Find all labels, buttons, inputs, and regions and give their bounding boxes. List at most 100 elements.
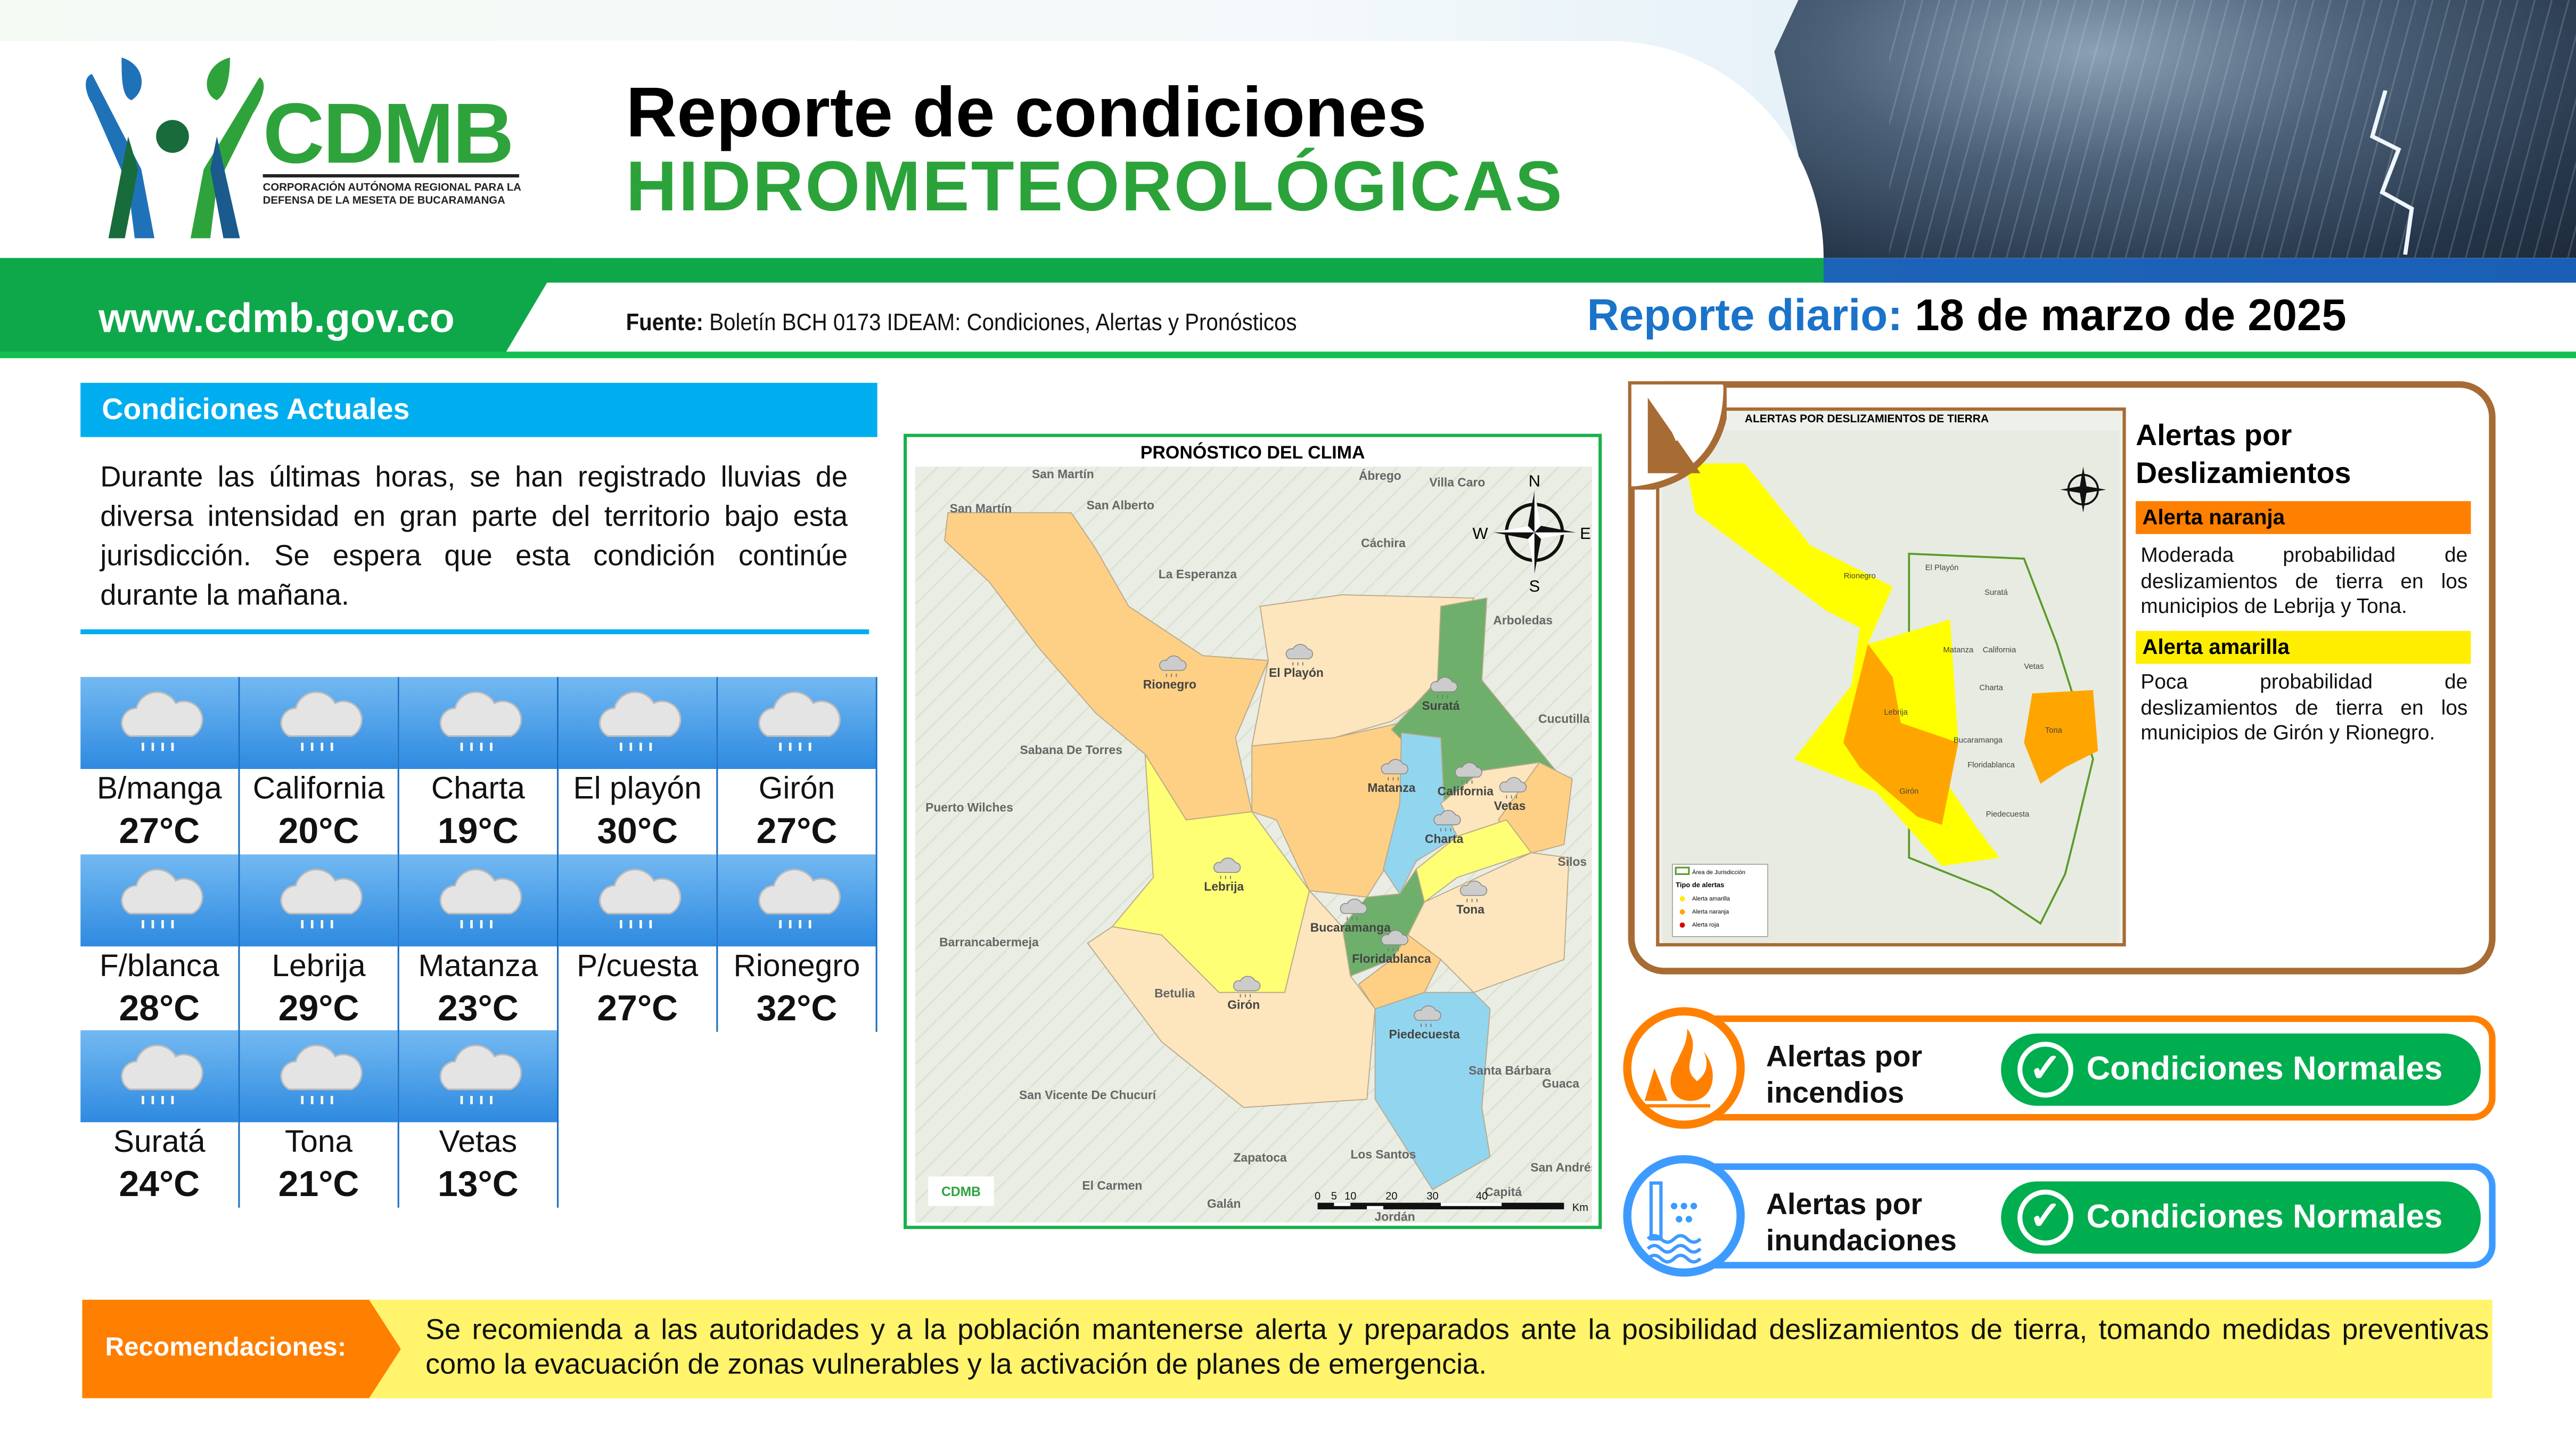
weather-temp: 21°C xyxy=(278,1163,359,1205)
legend-red: Alerta roja xyxy=(1692,922,1719,928)
municipality-label: Girón xyxy=(1227,997,1260,1011)
compass-s: S xyxy=(1529,577,1540,595)
region-central xyxy=(1251,721,1417,898)
weather-city: F/blanca xyxy=(99,949,219,985)
place-label: El Carmen xyxy=(1082,1178,1142,1192)
weather-cell: Tona 21°C xyxy=(240,1030,399,1208)
weather-temp: 28°C xyxy=(119,987,200,1029)
place-label: San Andrés xyxy=(1530,1160,1591,1174)
place-label: Sabana De Torres xyxy=(1020,743,1122,757)
weather-temp: 27°C xyxy=(119,810,200,852)
place-label: Santa Bárbara xyxy=(1469,1063,1551,1077)
rain-cloud-icon xyxy=(1414,1005,1441,1027)
municipality-label: El Playón xyxy=(1269,666,1324,680)
rain-cloud-icon xyxy=(1340,898,1367,920)
compass-e: E xyxy=(1580,524,1591,543)
ls-municipality-label: Floridablanca xyxy=(1967,761,2015,769)
municipality-label: Floridablanca xyxy=(1352,952,1431,965)
ls-municipality-label: Rionegro xyxy=(1844,572,1876,580)
rain-cloud-icon xyxy=(399,854,557,947)
place-label: Cáchira xyxy=(1361,536,1406,550)
legend-title: Tipo de alertas xyxy=(1676,881,1724,889)
rain-cloud-icon xyxy=(80,854,239,947)
municipality-label: California xyxy=(1438,784,1494,798)
rain-cloud-icon xyxy=(1499,777,1527,799)
alert-yellow-label: Alerta amarilla xyxy=(2136,631,2471,664)
rain-cloud-icon xyxy=(1233,976,1261,997)
scale-tick: 0 xyxy=(1315,1190,1320,1202)
weather-temp: 19°C xyxy=(438,810,519,852)
forecast-map: PRONÓSTICO DEL CLIMA Rionegr xyxy=(904,433,1602,1229)
legend-yellow: Alerta amarilla xyxy=(1692,896,1730,902)
weather-cell: El playón 30°C xyxy=(559,677,718,855)
forest-fire-icon xyxy=(1644,1028,1713,1108)
place-label: Barrancabermeja xyxy=(939,935,1039,949)
report-date: 18 de marzo de 2025 xyxy=(1915,291,2347,340)
map-logo: CDMB xyxy=(928,1176,994,1206)
weather-cell: Lebrija 29°C xyxy=(240,854,399,1032)
rain-overlay xyxy=(1889,0,2576,258)
weather-temp: 29°C xyxy=(278,987,359,1029)
rain-cloud-icon xyxy=(1455,762,1482,784)
weather-cell: P/cuesta 27°C xyxy=(559,854,718,1032)
weather-cell: Girón 27°C xyxy=(718,677,877,855)
municipality-label: Lebrija xyxy=(1204,879,1244,893)
rain-cloud-icon xyxy=(1159,655,1187,677)
website-banner xyxy=(0,258,547,357)
place-label: Guaca xyxy=(1542,1077,1579,1091)
conditions-divider xyxy=(80,629,869,635)
place-label: Los Santos xyxy=(1350,1147,1416,1161)
rain-cloud-icon xyxy=(399,1030,557,1123)
rain-cloud-icon xyxy=(1381,759,1409,781)
municipality-label: Rionegro xyxy=(1143,677,1196,691)
weather-cell: California 20°C xyxy=(240,677,399,855)
weather-city: Rionegro xyxy=(733,949,860,985)
weather-cell: F/blanca 28°C xyxy=(80,854,240,1032)
scale-tick: 30 xyxy=(1426,1190,1438,1202)
place-label: La Esperanza xyxy=(1159,567,1237,581)
rain-cloud-icon xyxy=(1381,930,1409,952)
ls-municipality-label: Girón xyxy=(1899,787,1918,796)
ls-municipality-label: California xyxy=(1983,646,2016,654)
ls-legend: Área de Jurisdicción Tipo de alertas Ale… xyxy=(1672,864,1768,937)
svg-text:CDMB: CDMB xyxy=(941,1185,981,1199)
scale-unit: Km xyxy=(1572,1202,1588,1214)
check-icon: ✓ xyxy=(2017,1042,2073,1098)
rain-cloud-icon xyxy=(718,677,876,769)
recommendations-text: Se recomienda a las autoridades y a la p… xyxy=(425,1313,2489,1380)
place-label: Ábrego xyxy=(1359,469,1401,482)
rain-cloud-icon xyxy=(240,1030,398,1123)
municipality-label: Tona xyxy=(1456,903,1484,916)
weather-city: Matanza xyxy=(418,949,538,985)
place-label: Zapatoca xyxy=(1233,1150,1287,1164)
ls-area-outline xyxy=(1908,552,2094,925)
ls-municipality-label: Matanza xyxy=(1943,646,1974,654)
website-link[interactable]: www.cdmb.gov.co xyxy=(99,296,455,342)
landslide-map-title: ALERTAS POR DESLIZAMIENTOS DE TIERRA xyxy=(1744,414,1989,426)
header-panel xyxy=(0,41,1824,272)
weather-city: Vetas xyxy=(439,1125,518,1160)
place-label: Cucutilla xyxy=(1538,712,1590,726)
rain-cloud-icon xyxy=(1433,810,1461,832)
landslide-title: Alertas por Deslizamientos xyxy=(2136,419,2351,490)
rain-cloud-icon xyxy=(1459,880,1488,902)
place-label: Galán xyxy=(1207,1197,1241,1210)
ls-municipality-label: Piedecuesta xyxy=(1986,810,2030,818)
storm-image xyxy=(1774,0,2576,258)
landslide-map: ALERTAS POR DESLIZAMIENTOS DE TIERRA Rio… xyxy=(1656,407,2126,947)
alert-orange-text: Moderada probabilidad de deslizamientos … xyxy=(2140,544,2468,618)
weather-city: Tona xyxy=(284,1125,353,1160)
rain-cloud-icon xyxy=(240,677,398,769)
page-title: Reporte de condiciones xyxy=(626,73,1427,153)
municipality-label: Charta xyxy=(1425,832,1464,846)
flood-icon-circle xyxy=(1623,1155,1745,1277)
header-divider xyxy=(0,351,2576,358)
logo-wordmark: CDMB xyxy=(262,87,514,183)
rain-cloud-icon xyxy=(559,854,717,947)
municipality-label: Bucaramanga xyxy=(1310,920,1391,934)
flood-status-badge: ✓ Condiciones Normales xyxy=(2001,1181,2481,1254)
scale-tick: 40 xyxy=(1476,1190,1488,1202)
check-icon: ✓ xyxy=(2017,1189,2073,1246)
municipality-label: Vetas xyxy=(1494,799,1526,813)
